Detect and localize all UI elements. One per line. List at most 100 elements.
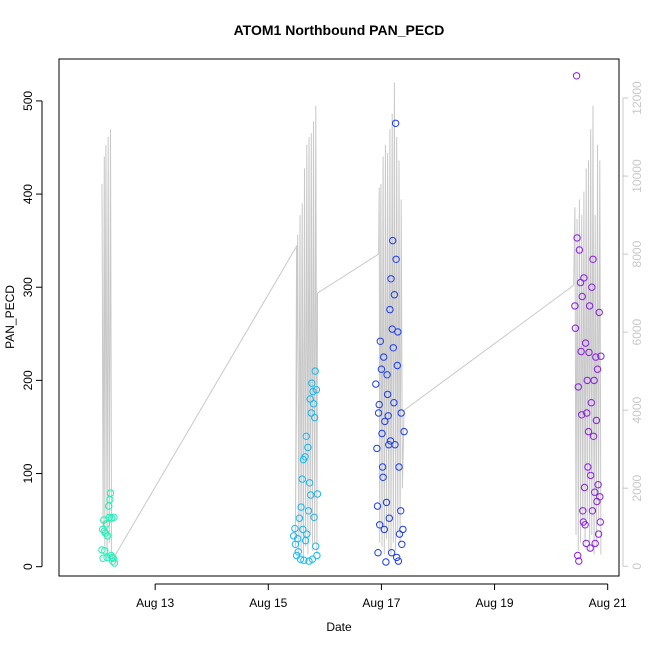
data-point-s3-36: [592, 416, 601, 425]
data-point-s2-36: [394, 328, 402, 336]
data-point-s3-44: [597, 352, 605, 360]
y2-tick-label-2: 4000: [630, 396, 644, 423]
data-point-s1-17: [304, 443, 312, 452]
data-point-s3-24: [585, 302, 594, 310]
data-point-s1-32: [312, 386, 321, 394]
data-point-s2-11: [379, 473, 387, 481]
data-point-s3-12: [579, 507, 587, 515]
data-point-s1-27: [309, 400, 318, 408]
data-point-s3-15: [580, 483, 589, 492]
data-point-s2-13: [380, 525, 388, 534]
data-point-s1-15: [302, 432, 310, 440]
data-point-s1-28: [310, 513, 318, 521]
data-point-s2-33: [392, 255, 400, 263]
data-point-s1-7: [296, 555, 305, 563]
data-point-s2-6: [376, 521, 384, 529]
y-tick-label-1: 100: [21, 463, 35, 483]
data-point-s3-23: [585, 348, 593, 357]
data-point-s3-41: [595, 308, 603, 317]
data-point-s0-13: [106, 489, 115, 497]
data-point-s3-33: [591, 488, 599, 496]
data-point-s3-31: [589, 432, 598, 440]
data-point-s3-42: [596, 493, 604, 501]
y-axis: 0 100 200 300 400 500: [21, 91, 43, 570]
data-point-s3-32: [590, 376, 598, 385]
y-tick-label-2: 200: [21, 370, 35, 390]
data-point-s1-24: [308, 379, 316, 387]
data-point-s0-20: [110, 559, 119, 567]
data-point-s1-5: [294, 548, 302, 556]
data-point-s2-28: [389, 344, 397, 352]
data-point-s1-30: [311, 367, 319, 375]
data-point-s2-9: [378, 429, 386, 438]
data-point-s3-10: [578, 411, 586, 419]
data-point-s1-29: [311, 413, 319, 422]
data-point-s3-26: [587, 471, 595, 480]
data-point-s1-25: [308, 555, 317, 563]
data-point-s1-3: [292, 551, 301, 560]
data-point-s3-2: [572, 72, 581, 80]
data-point-s2-40: [397, 507, 405, 515]
data-point-s3-11: [578, 292, 586, 301]
data-point-s3-25: [586, 544, 594, 552]
data-point-s1-31: [312, 542, 320, 550]
data-point-s2-22: [386, 305, 394, 314]
plot-box: [58, 58, 620, 577]
data-point-s1-6: [295, 514, 304, 522]
data-point-s3-43: [596, 518, 604, 526]
data-point-s1-8: [297, 503, 305, 511]
data-point-s3-19: [583, 409, 591, 417]
data-point-s2-32: [391, 119, 400, 128]
data-point-s2-16: [382, 498, 391, 507]
y-axis-label: PAN_PECD: [3, 285, 17, 349]
data-point-s0-5: [101, 547, 109, 555]
data-point-s0-18: [109, 554, 118, 562]
y2-tick-label-5: 10000: [630, 159, 644, 193]
data-point-s1-34: [313, 490, 322, 498]
data-point-s3-29: [588, 507, 597, 515]
data-point-s3-3: [573, 234, 581, 242]
data-point-s0-9: [103, 532, 112, 540]
data-point-s1-9: [298, 475, 306, 483]
data-point-s2-12: [380, 353, 388, 361]
data-point-s0-17: [109, 557, 117, 565]
data-point-s3-27: [587, 399, 595, 407]
data-point-s1-16: [303, 530, 311, 538]
data-point-s3-28: [588, 283, 596, 291]
x-tick-label-1: Aug 15: [249, 596, 287, 610]
data-point-s3-39: [594, 481, 602, 489]
data-point-s3-40: [594, 530, 603, 538]
data-point-s3-6: [575, 557, 583, 565]
data-point-s1-1: [291, 524, 299, 533]
data-point-s1-12: [300, 556, 308, 564]
y2-tick-label-6: 12000: [630, 81, 644, 115]
data-point-s3-35: [592, 353, 600, 361]
y-tick-label-3: 300: [21, 277, 35, 297]
secondary-trace: [101, 82, 602, 560]
data-point-s1-22: [307, 491, 315, 499]
data-point-s3-9: [577, 347, 585, 356]
y-tick-label-5: 500: [21, 91, 35, 111]
y-tick-label-0: 0: [21, 563, 35, 570]
data-point-s2-27: [389, 236, 397, 245]
data-point-s3-18: [582, 539, 590, 548]
data-point-s2-3: [374, 549, 382, 557]
data-point-s2-2: [373, 502, 382, 510]
data-point-s2-23: [386, 437, 395, 445]
data-point-s2-8: [377, 365, 386, 373]
data-point-s3-0: [571, 302, 579, 310]
data-point-s2-41: [397, 409, 405, 417]
y2-tick-label-0: 0: [630, 563, 644, 570]
data-point-s2-31: [391, 441, 399, 449]
data-point-s3-21: [584, 463, 592, 471]
x-tick-label-2: Aug 17: [362, 596, 400, 610]
y2-axis: 0 2000 4000 6000 8000 10000 12000: [622, 81, 644, 570]
data-point-s3-4: [574, 551, 582, 560]
data-point-s2-19: [384, 412, 392, 420]
x-axis: Aug 13 Aug 15 Aug 17 Aug 19 Aug 21: [136, 583, 627, 610]
data-point-s2-39: [395, 530, 404, 538]
data-point-s3-22: [584, 427, 593, 436]
data-point-s2-0: [372, 380, 380, 388]
data-point-s1-10: [299, 525, 307, 534]
